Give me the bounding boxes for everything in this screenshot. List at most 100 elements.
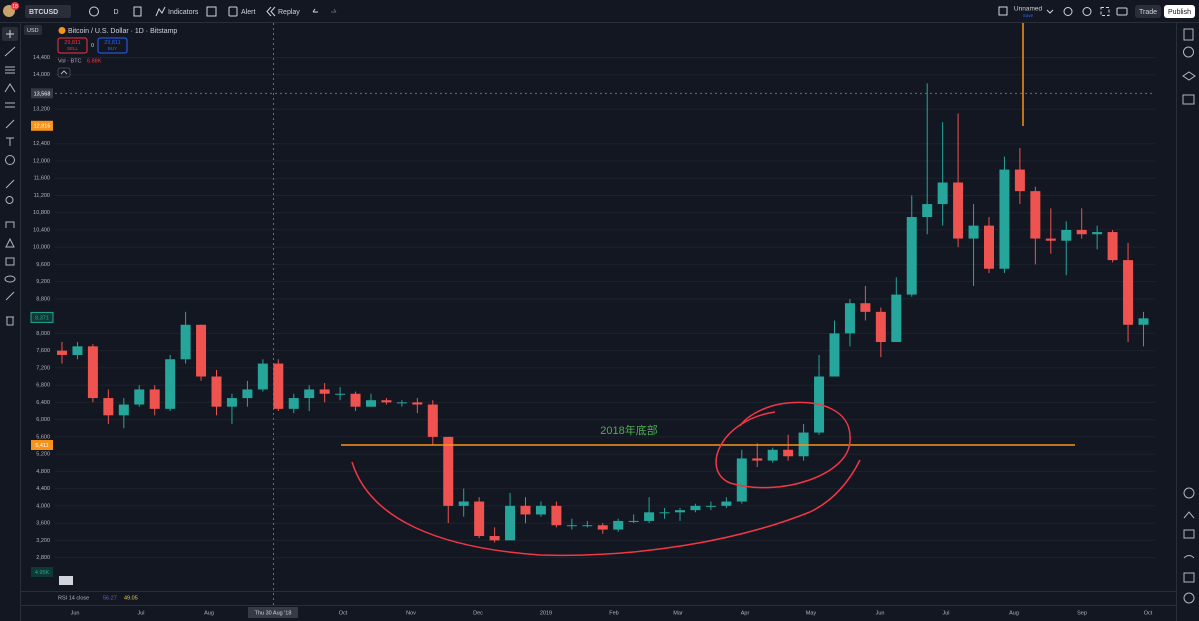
ideas-button[interactable] <box>1182 94 1195 105</box>
candle <box>134 385 145 407</box>
hide-tool[interactable] <box>4 275 16 283</box>
y-tick-label: 7,600 <box>36 348 50 354</box>
time-label: Nov <box>406 610 416 616</box>
top-toolbar <box>0 0 1199 22</box>
time-label: Dec <box>473 610 483 616</box>
candle <box>505 492 516 541</box>
delete-tool[interactable] <box>6 316 14 326</box>
y-tick-label: 4,800 <box>36 469 50 475</box>
settings-button[interactable] <box>1082 7 1092 16</box>
emoji-tool[interactable] <box>5 155 15 165</box>
candle <box>736 449 747 504</box>
candle-body <box>1061 229 1072 241</box>
layout-checkbox[interactable] <box>998 6 1008 16</box>
trendline-tool[interactable] <box>4 46 16 57</box>
y-tick-label: 10,000 <box>33 245 50 251</box>
alert-button[interactable]: Alert <box>241 9 255 16</box>
candle-body <box>829 333 840 377</box>
fib-tool[interactable] <box>5 66 15 74</box>
y-tick-label: 9,600 <box>36 262 50 268</box>
lock-tool[interactable] <box>5 257 15 266</box>
undo-button[interactable] <box>312 8 318 13</box>
candle-body <box>968 225 979 239</box>
sell-button[interactable] <box>57 37 88 54</box>
sell-label[interactable]: SELL <box>67 46 79 51</box>
candle <box>72 342 83 360</box>
zoom-tool[interactable] <box>5 196 14 204</box>
buy-button[interactable] <box>97 37 128 54</box>
currency-box[interactable] <box>24 25 42 35</box>
magnet-tool[interactable] <box>5 221 15 228</box>
hotlists-button[interactable] <box>1183 487 1195 499</box>
publish-button[interactable]: Publish <box>1168 9 1191 16</box>
candle-body <box>1030 191 1041 239</box>
snapshot-button[interactable] <box>1116 7 1128 16</box>
volume-value: 6.88K <box>87 58 102 64</box>
candle <box>211 370 222 416</box>
layout-name[interactable]: Unnamed <box>1014 6 1043 13</box>
hand-drawn-curve <box>351 459 861 557</box>
candle <box>1045 208 1056 254</box>
fullscreen-button[interactable] <box>1100 7 1110 16</box>
chart-type-button[interactable] <box>133 6 142 17</box>
publish-button-bg[interactable] <box>1164 5 1195 18</box>
buy-price[interactable]: 29,811 <box>104 40 120 46</box>
trade-button[interactable]: Trade <box>1139 9 1157 16</box>
save-label[interactable]: Save <box>1023 13 1034 18</box>
lock-drawings-tool[interactable] <box>5 237 15 248</box>
candle <box>767 447 778 463</box>
measure-tool[interactable] <box>5 179 15 189</box>
candle <box>1138 311 1149 347</box>
candle-body <box>721 501 732 506</box>
link-tool[interactable] <box>5 291 15 301</box>
candle-body <box>242 389 253 399</box>
help-button[interactable] <box>1183 592 1195 604</box>
price-marker <box>31 120 53 131</box>
interval[interactable]: D <box>113 9 118 16</box>
time-label: Jun <box>876 610 885 616</box>
pattern-tool[interactable] <box>4 83 16 93</box>
candle-body <box>752 458 763 461</box>
candle <box>860 285 871 321</box>
candle-body <box>196 324 207 377</box>
search-button[interactable] <box>1063 7 1073 16</box>
candle <box>118 398 129 429</box>
chat-button[interactable] <box>1183 529 1195 539</box>
trade-button-bg[interactable] <box>1135 5 1161 18</box>
data-window-button[interactable] <box>1182 71 1196 81</box>
symbol-box[interactable] <box>25 5 71 18</box>
sell-price[interactable]: 29,811 <box>64 40 80 46</box>
candle-body <box>984 225 994 269</box>
volume-marker-label: 4.95K <box>35 570 50 576</box>
watchlist-button[interactable] <box>1183 28 1194 41</box>
y-tick-label: 14,400 <box>33 55 50 61</box>
candle <box>381 398 392 405</box>
y-tick-label: 8,000 <box>36 331 50 337</box>
buy-label[interactable]: BUY <box>108 46 117 51</box>
streams-button[interactable] <box>1183 555 1195 559</box>
calendar-button[interactable] <box>1183 511 1195 519</box>
layout-menu[interactable] <box>1046 9 1054 14</box>
alerts-button[interactable] <box>1183 46 1194 58</box>
indicators-button[interactable]: Indicators <box>168 9 199 16</box>
brush-tool[interactable] <box>5 119 15 129</box>
replay-button[interactable]: Replay <box>278 9 300 16</box>
currency[interactable]: USD <box>27 28 39 34</box>
candle <box>458 488 469 517</box>
prediction-tool[interactable] <box>5 102 15 108</box>
candle-body <box>474 501 485 537</box>
candle-body <box>551 505 562 526</box>
crosshair-time: Thu 30 Aug '18 <box>255 610 292 616</box>
candle <box>613 518 624 532</box>
candle-body <box>1123 260 1134 325</box>
candle-body <box>319 389 330 394</box>
redo-button[interactable] <box>331 8 337 13</box>
volume-name: Vol · BTC <box>58 58 82 64</box>
notifications-button[interactable] <box>1183 572 1195 583</box>
text-tool[interactable] <box>6 137 14 146</box>
layout-button[interactable] <box>206 6 217 17</box>
collapse-legend[interactable] <box>57 67 71 78</box>
time-label: Mar <box>673 610 683 616</box>
compare-button[interactable] <box>89 6 99 17</box>
symbol[interactable]: BTCUSD <box>29 9 58 16</box>
